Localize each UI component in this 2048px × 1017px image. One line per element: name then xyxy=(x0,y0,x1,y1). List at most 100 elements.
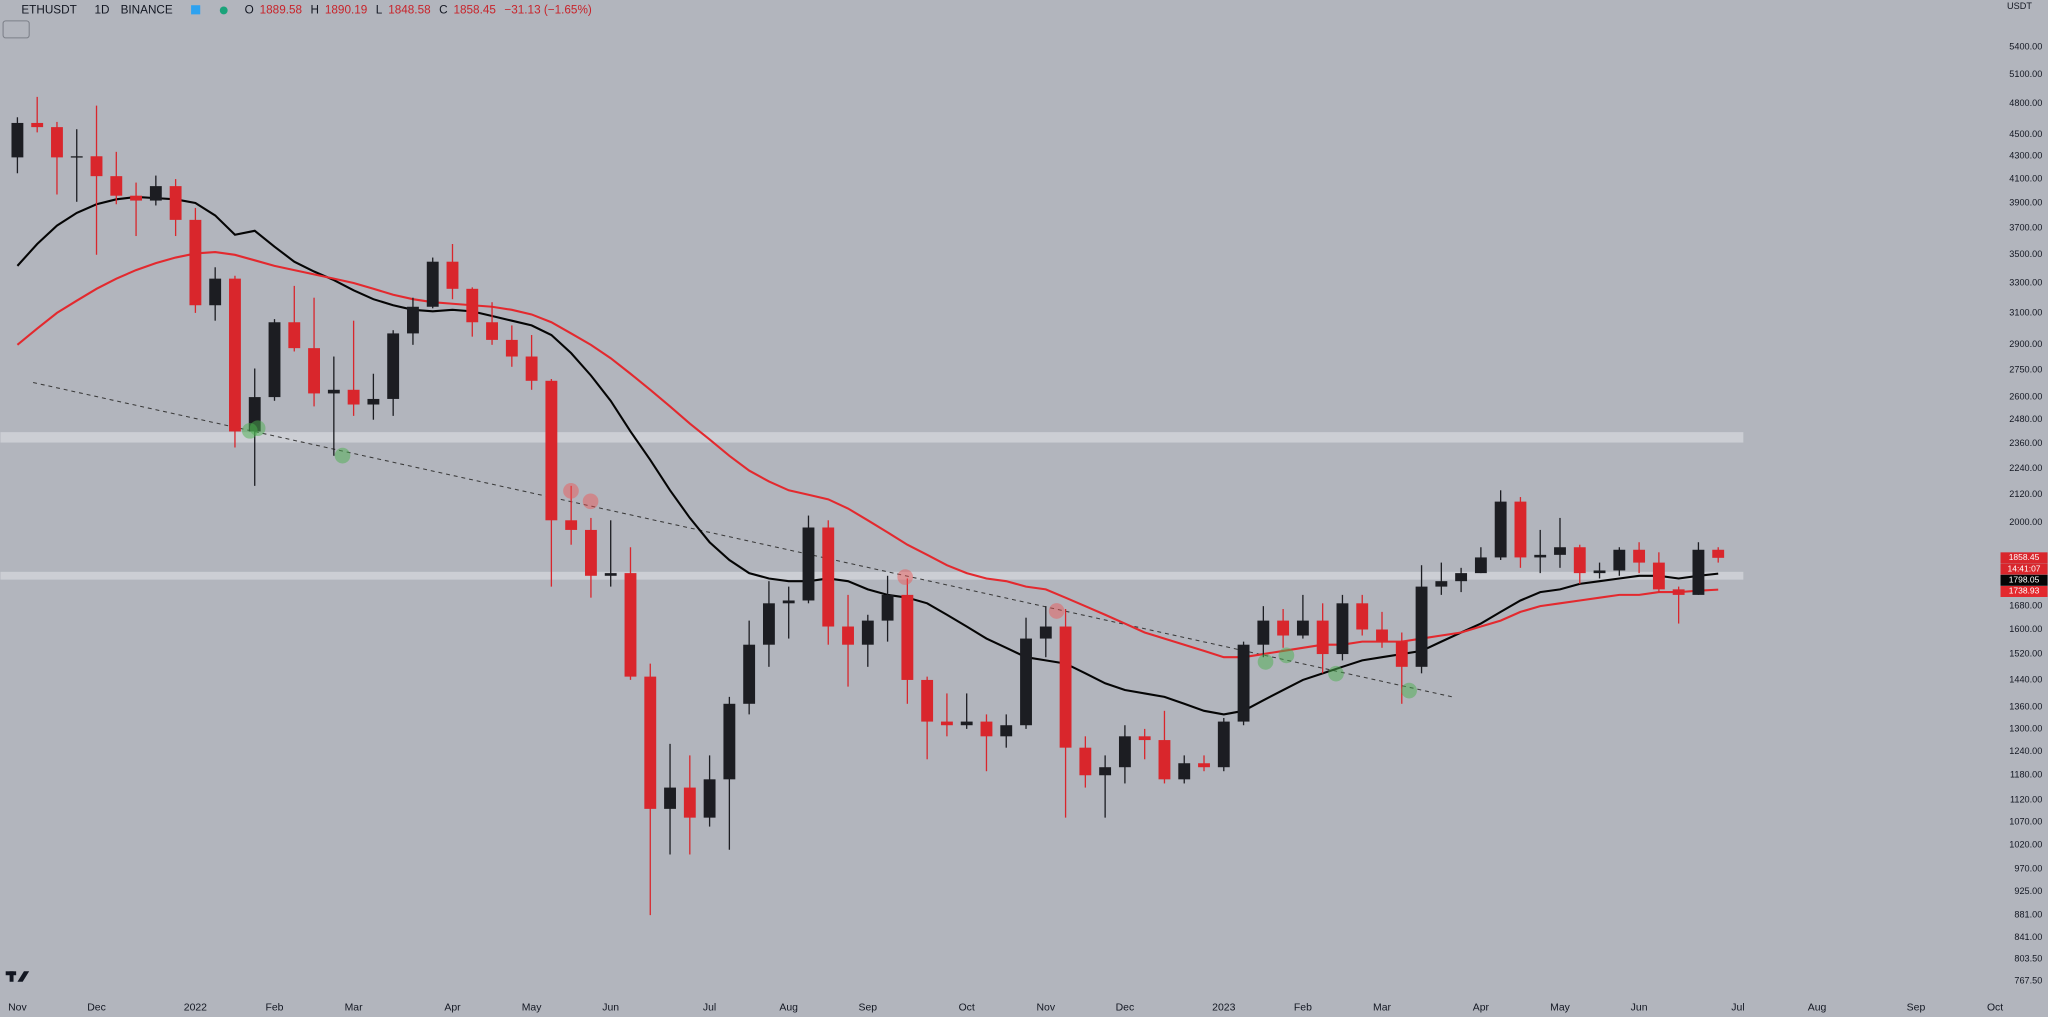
candle-body xyxy=(288,322,301,349)
candle-body xyxy=(604,573,617,576)
candle-body xyxy=(1178,763,1191,780)
x-tick-label: Aug xyxy=(779,1003,798,1014)
candle-body xyxy=(842,626,854,645)
candle-body xyxy=(268,322,281,398)
candle-body xyxy=(1217,721,1230,768)
y-tick-label: 925.00 xyxy=(2014,886,2042,896)
candle-body xyxy=(367,398,380,405)
candle-body xyxy=(31,122,44,128)
x-tick-label: Oct xyxy=(959,1003,975,1014)
candle-body xyxy=(1613,549,1626,571)
resistance-touch xyxy=(897,569,914,585)
x-tick-label: Jul xyxy=(703,1003,716,1014)
candle-body xyxy=(1376,629,1388,642)
y-tick-label: 970.00 xyxy=(2014,863,2042,873)
y-tick-label: 1070.00 xyxy=(2009,817,2042,827)
moving-average-line xyxy=(16,251,1719,659)
y-tick-label: 2000.00 xyxy=(2009,517,2042,527)
y-tick-label: 1120.00 xyxy=(2010,795,2042,805)
x-tick-label: May xyxy=(1550,1003,1570,1014)
high-value: 1890.19 xyxy=(325,4,367,17)
candle-body xyxy=(822,527,835,627)
candle-body xyxy=(1099,767,1112,776)
x-tick-label: Dec xyxy=(87,1003,106,1014)
y-tick-label: 3500.00 xyxy=(2009,249,2042,259)
resistance-touch xyxy=(1048,603,1065,619)
candle-body xyxy=(960,721,973,726)
legend-header: ETHUSDT 1D BINANCE O 1889.58 H 1890.19 L… xyxy=(21,4,592,17)
x-tick-label: Jun xyxy=(602,1003,619,1014)
candle-body xyxy=(703,779,716,818)
candle-body xyxy=(1455,573,1468,582)
candle-body xyxy=(1494,501,1507,558)
candle-body xyxy=(1039,626,1052,639)
candle-body xyxy=(1059,626,1072,748)
candle-body xyxy=(1554,547,1566,555)
candle-body xyxy=(1316,620,1329,655)
y-tick-label: 3700.00 xyxy=(2009,223,2042,233)
candle-body xyxy=(565,520,578,530)
candle-body xyxy=(525,356,538,381)
y-tick-label: 803.50 xyxy=(2014,954,2042,964)
candle-body xyxy=(486,322,498,340)
y-tick-label: 3300.00 xyxy=(2009,277,2042,287)
candle-body xyxy=(1692,549,1705,595)
x-tick-label: Apr xyxy=(1473,1003,1490,1014)
candle-body xyxy=(130,195,143,201)
candle-body xyxy=(308,348,320,394)
candle-body xyxy=(980,721,993,737)
candle-body xyxy=(1000,725,1013,737)
support-touch xyxy=(1278,647,1295,664)
y-tick-label: 2600.00 xyxy=(2009,392,2042,402)
y-tick-label: 5100.00 xyxy=(2009,69,2042,79)
candle-body xyxy=(762,603,775,645)
y-tick-label: 5400.00 xyxy=(2009,42,2042,52)
y-tick-label: 2480.00 xyxy=(2009,414,2042,424)
candle-body xyxy=(51,127,63,158)
support-zone xyxy=(0,571,1744,580)
last-price-tag: 1858.45 xyxy=(2009,552,2040,562)
moving-average-line xyxy=(16,195,1719,716)
candle-body xyxy=(1534,554,1547,558)
candle-body xyxy=(189,219,202,306)
candle-body xyxy=(1672,589,1685,595)
candle-body xyxy=(1415,586,1428,667)
candle-body xyxy=(802,527,815,601)
x-tick-label: Apr xyxy=(444,1003,461,1014)
support-touch xyxy=(249,420,266,437)
x-tick-label: Sep xyxy=(859,1003,878,1014)
candles xyxy=(11,96,1725,916)
logo-part xyxy=(9,971,14,982)
y-tick-label: 1300.00 xyxy=(2009,723,2042,733)
x-tick-label: Feb xyxy=(1294,1003,1312,1014)
collapse-button[interactable] xyxy=(2,20,30,39)
candle-body xyxy=(901,594,914,680)
candle-body xyxy=(1573,547,1586,574)
candle-body xyxy=(664,787,676,809)
candle-body xyxy=(1296,620,1309,636)
price-axis xyxy=(2000,0,2048,1017)
candle-body xyxy=(921,679,934,722)
candle-body xyxy=(1633,549,1646,563)
candle-body xyxy=(940,721,953,726)
candle-body xyxy=(466,288,479,323)
open-value: 1889.58 xyxy=(260,4,303,17)
candle-body xyxy=(644,676,657,809)
candle-body xyxy=(1593,570,1606,574)
candle-body xyxy=(1158,740,1171,780)
candle-body xyxy=(229,278,241,432)
moving-average-tag: 1738.93 xyxy=(2009,586,2040,596)
y-tick-label: 3900.00 xyxy=(2009,197,2042,207)
status-dot[interactable] xyxy=(219,6,228,15)
support-touch xyxy=(1257,654,1274,670)
y-tick-label: 4100.00 xyxy=(2009,173,2042,183)
last-price-tag-bg xyxy=(2000,552,2048,564)
candle-body xyxy=(1356,603,1369,630)
candle-body xyxy=(1118,736,1131,768)
candle-body xyxy=(347,389,360,405)
candle-body xyxy=(881,594,894,621)
candle-body xyxy=(1257,620,1270,645)
currency[interactable]: USDT xyxy=(2007,1,2032,11)
